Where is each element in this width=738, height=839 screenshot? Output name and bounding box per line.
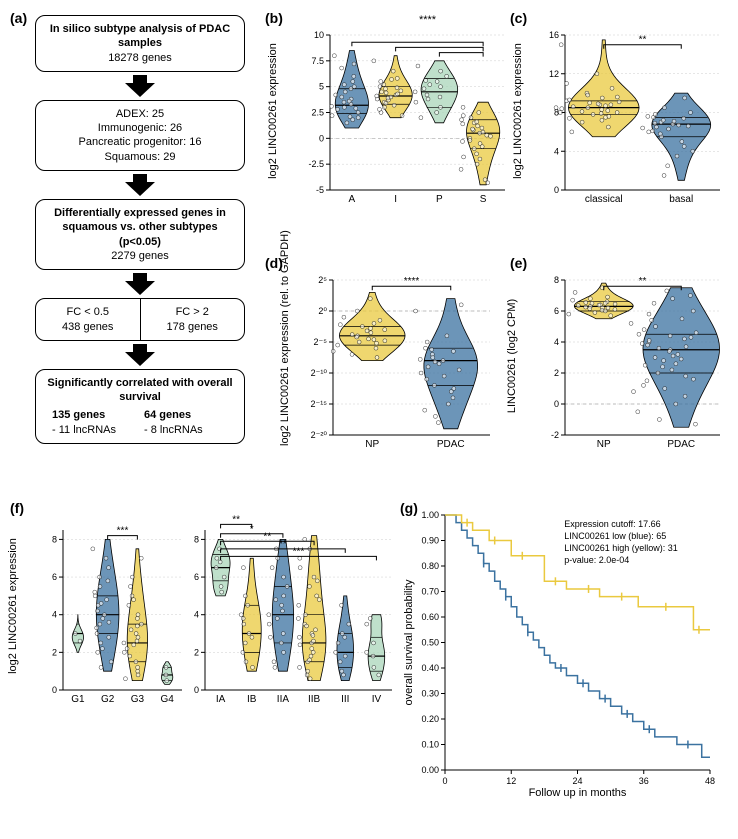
svg-text:-2.5: -2.5: [308, 159, 324, 169]
svg-text:0.20: 0.20: [421, 714, 439, 724]
svg-text:I: I: [394, 194, 397, 205]
svg-text:7.5: 7.5: [311, 56, 324, 66]
svg-text:8: 8: [194, 534, 199, 544]
svg-text:0.70: 0.70: [421, 587, 439, 597]
svg-text:*: *: [250, 524, 254, 535]
svg-text:LINC00261 low (blue): 65: LINC00261 low (blue): 65: [564, 531, 666, 541]
svg-text:2⁻¹⁵: 2⁻¹⁵: [311, 399, 328, 409]
svg-text:0.90: 0.90: [421, 536, 439, 546]
svg-text:0: 0: [554, 185, 559, 195]
svg-text:p-value: 2.0e-04: p-value: 2.0e-04: [564, 555, 629, 565]
svg-text:-5: -5: [316, 185, 324, 195]
svg-text:LINC00261 high (yellow): 31: LINC00261 high (yellow): 31: [564, 543, 678, 553]
chart-c: 0481216classicalbasal**log2 LINC00261 ex…: [510, 10, 725, 213]
svg-text:2⁻⁵: 2⁻⁵: [314, 337, 328, 347]
svg-text:4: 4: [194, 610, 199, 620]
svg-text:0.60: 0.60: [421, 612, 439, 622]
svg-text:PDAC: PDAC: [667, 439, 695, 450]
svg-text:8: 8: [554, 275, 559, 285]
svg-text:8: 8: [52, 534, 57, 544]
svg-text:2: 2: [52, 647, 57, 657]
svg-text:**: **: [639, 35, 647, 46]
svg-text:0: 0: [194, 685, 199, 695]
svg-text:4: 4: [52, 610, 57, 620]
svg-text:2⁻²⁰: 2⁻²⁰: [311, 430, 328, 440]
svg-text:0.50: 0.50: [421, 638, 439, 648]
flowchart: In silico subtype analysis of PDAC sampl…: [35, 15, 245, 444]
svg-text:36: 36: [639, 776, 649, 786]
svg-text:5: 5: [319, 82, 324, 92]
svg-text:PDAC: PDAC: [437, 439, 465, 450]
chart-d: 2⁻²⁰2⁻¹⁵2⁻¹⁰2⁻⁵2⁰2⁵NPPDAC****log2 LINC00…: [265, 255, 495, 458]
svg-text:0.30: 0.30: [421, 689, 439, 699]
svg-text:48: 48: [705, 776, 715, 786]
svg-text:6: 6: [554, 306, 559, 316]
svg-text:G1: G1: [71, 694, 85, 705]
svg-text:****: ****: [404, 276, 420, 287]
svg-text:2⁵: 2⁵: [318, 275, 327, 285]
svg-text:IIA: IIA: [277, 694, 290, 705]
svg-text:24: 24: [572, 776, 582, 786]
panel-a-label: (a): [10, 10, 27, 26]
svg-text:basal: basal: [669, 194, 693, 205]
svg-text:NP: NP: [597, 439, 611, 450]
svg-text:Follow up in months: Follow up in months: [529, 787, 627, 799]
svg-text:2⁻¹⁰: 2⁻¹⁰: [311, 368, 328, 378]
svg-text:G4: G4: [160, 694, 174, 705]
svg-text:0.40: 0.40: [421, 663, 439, 673]
svg-text:12: 12: [549, 69, 559, 79]
svg-text:A: A: [349, 194, 356, 205]
svg-text:0.80: 0.80: [421, 561, 439, 571]
svg-text:IA: IA: [216, 694, 226, 705]
svg-text:0.10: 0.10: [421, 740, 439, 750]
svg-text:0.00: 0.00: [421, 765, 439, 775]
chart-b: -5-2.502.557.510AIPS****log2 LINC00261 e…: [265, 10, 495, 213]
svg-text:4: 4: [554, 337, 559, 347]
svg-text:***: ***: [117, 526, 129, 537]
svg-text:classical: classical: [585, 194, 623, 205]
svg-text:2: 2: [194, 647, 199, 657]
svg-text:****: ****: [419, 14, 437, 26]
svg-text:**: **: [639, 276, 647, 287]
svg-text:III: III: [341, 694, 349, 705]
svg-text:6: 6: [194, 572, 199, 582]
chart-f: 02468G1G2G3G4***02468IAIBIIAIIBIIIIV****…: [10, 500, 390, 713]
svg-text:2: 2: [554, 368, 559, 378]
svg-text:**: **: [263, 531, 271, 542]
svg-text:1.00: 1.00: [421, 510, 439, 520]
svg-text:2⁰: 2⁰: [318, 306, 327, 316]
svg-text:P: P: [436, 194, 443, 205]
chart-g: 0.00 0.10 0.20 0.30 0.40 0.50 0.60 0.70 0.80 0.90…: [400, 500, 730, 803]
chart-e: -202468NPPDAC**LINC00261 (log2 CPM): [510, 255, 725, 458]
svg-text:**: **: [279, 539, 287, 550]
svg-text:IB: IB: [247, 694, 257, 705]
svg-text:IV: IV: [372, 694, 382, 705]
svg-text:IIB: IIB: [308, 694, 321, 705]
svg-text:G2: G2: [101, 694, 115, 705]
svg-text:**: **: [232, 514, 240, 525]
svg-text:0: 0: [554, 399, 559, 409]
svg-text:12: 12: [506, 776, 516, 786]
svg-text:6: 6: [52, 572, 57, 582]
svg-text:overall survival probability: overall survival probability: [403, 579, 415, 705]
svg-text:10: 10: [314, 30, 324, 40]
svg-text:0: 0: [319, 133, 324, 143]
svg-text:NP: NP: [365, 439, 379, 450]
svg-text:2.5: 2.5: [311, 108, 324, 118]
svg-text:16: 16: [549, 30, 559, 40]
svg-text:G3: G3: [131, 694, 145, 705]
svg-text:0: 0: [442, 776, 447, 786]
svg-text:S: S: [480, 194, 487, 205]
svg-text:0: 0: [52, 685, 57, 695]
svg-text:Expression cutoff: 17.66: Expression cutoff: 17.66: [564, 519, 660, 529]
svg-text:-2: -2: [551, 430, 559, 440]
svg-text:4: 4: [554, 146, 559, 156]
svg-text:***: ***: [293, 546, 305, 557]
